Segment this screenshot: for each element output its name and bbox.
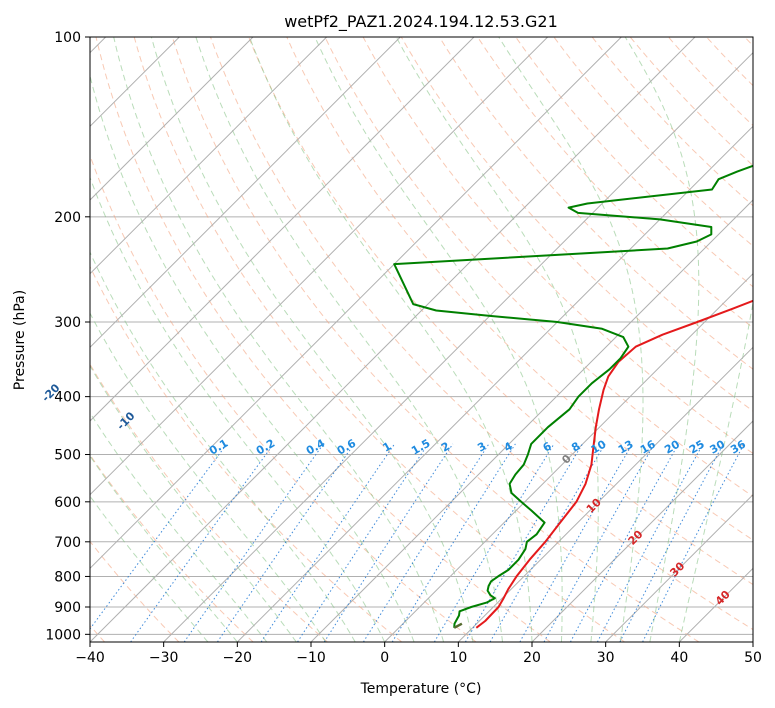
isotherm-lines xyxy=(90,37,753,642)
moist-adiabats xyxy=(90,37,753,642)
y-axis-label: Pressure (hPa) xyxy=(12,290,28,390)
y-tick-label: 800 xyxy=(54,569,81,585)
dry-adiabat xyxy=(90,154,477,642)
moist-adiabat xyxy=(195,37,503,642)
isotherm xyxy=(90,37,328,275)
mixing-ratio-line xyxy=(323,443,454,642)
dry-adiabat xyxy=(90,265,403,642)
mixing-ratio-line xyxy=(183,443,324,642)
mixing-ratio-line xyxy=(519,443,633,642)
dry-adiabat xyxy=(90,453,254,642)
isotherm xyxy=(605,493,753,642)
x-tick-label: 30 xyxy=(597,650,615,666)
y-tick-label: 600 xyxy=(54,495,81,511)
moist-adiabat xyxy=(150,37,474,642)
y-tick-label: 1000 xyxy=(45,627,81,643)
isotherm xyxy=(90,37,401,349)
isotherm xyxy=(310,199,753,642)
dry-adiabat xyxy=(515,37,753,288)
isotherm xyxy=(90,37,696,642)
x-tick-label: −20 xyxy=(223,650,253,666)
mixing-ratio-line xyxy=(391,443,516,642)
x-tick-label: −40 xyxy=(75,650,105,666)
dry-adiabat xyxy=(171,37,700,642)
moist-adiabat xyxy=(90,411,268,642)
dry-adiabat xyxy=(90,363,328,642)
dry-adiabat xyxy=(400,37,753,412)
moist-adiabat xyxy=(90,495,209,642)
y-tick-label: 400 xyxy=(54,390,81,406)
mixing-ratio-line xyxy=(362,443,490,642)
moist-adiabat xyxy=(678,299,753,642)
dry-adiabat xyxy=(248,37,753,586)
series-line-0 xyxy=(475,299,753,629)
y-tick-label: 900 xyxy=(54,600,81,616)
moist-adiabat xyxy=(90,455,238,642)
plot-frame xyxy=(89,36,754,643)
moist-adiabat xyxy=(90,176,386,642)
series-line-2 xyxy=(453,622,463,629)
x-tick-label: 0 xyxy=(380,650,389,666)
moist-adiabat xyxy=(395,37,599,642)
mixing-ratio-line xyxy=(464,443,583,642)
moist-adiabat xyxy=(498,37,644,642)
x-tick-label: 50 xyxy=(744,650,762,666)
moist-adiabat xyxy=(90,251,356,642)
isotherm xyxy=(90,37,254,201)
x-axis-ticks: −40 −30 −20 −10 0 10 20 30 40 50 xyxy=(75,642,762,666)
moist-adiabat xyxy=(90,312,327,642)
sounding-series xyxy=(393,164,753,629)
moist-adiabat xyxy=(90,364,297,642)
y-tick-label: 200 xyxy=(54,210,81,226)
dry-adiabat xyxy=(133,37,625,642)
isotherm xyxy=(384,272,753,642)
isotherm xyxy=(90,37,475,422)
isotherm xyxy=(457,346,753,642)
mixing-ratio-lines xyxy=(90,443,745,642)
x-tick-label: 10 xyxy=(449,650,467,666)
moist-adiabat xyxy=(113,37,445,642)
y-tick-label: 700 xyxy=(54,535,81,551)
dry-adiabat xyxy=(438,37,753,370)
dry-adiabat xyxy=(324,37,753,498)
y-tick-label: 100 xyxy=(54,30,81,46)
isotherm xyxy=(531,420,753,642)
mixing-ratio-line xyxy=(216,443,355,642)
moist-adiabat xyxy=(624,37,700,642)
isotherm xyxy=(163,51,753,642)
mixing-ratio-line xyxy=(260,443,396,642)
mixing-ratio-line xyxy=(489,443,606,642)
dry-adiabat xyxy=(210,37,753,631)
mixing-ratio-line xyxy=(130,443,275,642)
dry-adiabat xyxy=(286,37,753,541)
x-tick-label: 20 xyxy=(523,650,541,666)
series-line-1 xyxy=(393,164,753,628)
x-tick-label: −10 xyxy=(296,650,326,666)
isotherm xyxy=(236,125,753,642)
isotherm xyxy=(90,37,622,570)
chart-title: wetPf2_PAZ1.2024.194.12.53.G21 xyxy=(284,12,558,32)
moist-adiabat xyxy=(314,37,563,642)
isotherm xyxy=(90,37,549,496)
moist-adiabat xyxy=(249,37,533,642)
x-axis-label: Temperature (°C) xyxy=(360,681,482,697)
mixing-ratio-line xyxy=(297,443,429,642)
moist-adiabat xyxy=(90,74,415,642)
mixing-ratio-line xyxy=(433,443,555,642)
y-axis-ticks: 100 200 300 400 500 600 700 800 900 1000 xyxy=(45,30,90,643)
x-tick-label: −30 xyxy=(149,650,179,666)
dry-adiabat xyxy=(362,37,753,455)
y-tick-label: 300 xyxy=(54,315,81,331)
dry-adiabat xyxy=(477,37,753,329)
mixing-ratio-line xyxy=(596,443,704,642)
x-tick-label: 40 xyxy=(670,650,688,666)
y-tick-label: 500 xyxy=(54,448,81,464)
